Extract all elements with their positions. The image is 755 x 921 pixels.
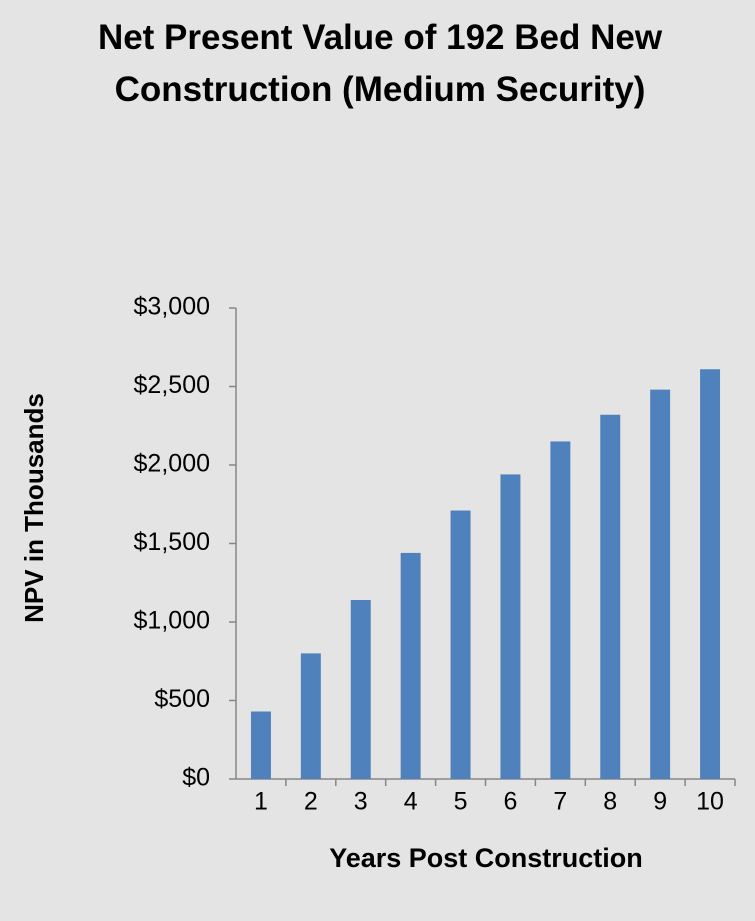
- y-tick-label: $1,000: [134, 607, 210, 635]
- y-axis-title: NPV in Thousands: [19, 393, 49, 623]
- x-tick-label: 6: [503, 788, 517, 816]
- x-tick-label: 1: [254, 788, 268, 816]
- chart-title: Net Present Value of 192 Bed New Constru…: [97, 18, 663, 109]
- bar: [250, 711, 271, 779]
- x-tick-label: 9: [653, 788, 667, 816]
- x-tick-label: 2: [304, 788, 318, 816]
- bar: [650, 389, 671, 779]
- y-tick-label: $2,000: [134, 450, 210, 478]
- x-tick-label: 7: [553, 788, 567, 816]
- bar: [300, 653, 321, 779]
- x-tick-label: 10: [696, 788, 724, 816]
- bar: [450, 510, 471, 779]
- x-tick-label: 3: [354, 788, 368, 816]
- x-tick-label: 5: [454, 788, 468, 816]
- y-tick-label: $500: [154, 685, 210, 713]
- bar: [350, 600, 371, 779]
- y-tick-label: $1,500: [134, 528, 210, 556]
- y-tick-label: $0: [182, 764, 210, 792]
- bar: [400, 552, 421, 779]
- bar: [550, 441, 571, 779]
- bar: [500, 474, 521, 779]
- y-tick-label: $2,500: [134, 371, 210, 399]
- y-tick-label: $3,000: [134, 293, 210, 321]
- x-tick-label: 8: [603, 788, 617, 816]
- x-axis-title: Years Post Construction: [329, 843, 643, 873]
- bar: [700, 369, 721, 779]
- bar: [600, 414, 621, 779]
- x-tick-label: 4: [404, 788, 418, 816]
